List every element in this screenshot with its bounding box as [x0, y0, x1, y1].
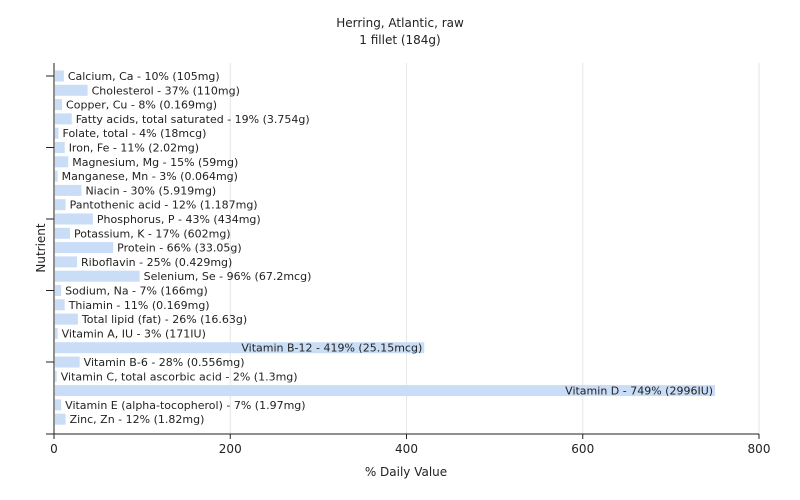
x-axis-label: % Daily Value	[365, 465, 447, 479]
bar-15	[55, 285, 62, 296]
bar-18	[55, 327, 58, 339]
axes: 0 200 400 600 800	[46, 63, 770, 456]
bar-3	[55, 113, 72, 125]
bar-label-12: Protein - 66% (33.05g)	[117, 242, 242, 255]
bar-label-9: Pantothenic acid - 12% (1.187mg)	[70, 199, 258, 212]
x-tick-label-1: 200	[219, 442, 242, 456]
bar-16	[55, 299, 65, 311]
bar-11	[55, 227, 70, 239]
bar-4	[55, 127, 59, 139]
chart-subtitle: 1 fillet (184g)	[359, 33, 440, 47]
bar-label-18: Vitamin A, IU - 3% (171IU)	[62, 327, 206, 340]
bar-label-5: Iron, Fe - 11% (2.02mg)	[69, 142, 199, 155]
bars: Calcium, Ca - 10% (105mg)Cholesterol - 3…	[55, 70, 716, 426]
bar-6	[55, 156, 69, 168]
x-tick-label-2: 400	[395, 442, 418, 456]
bar-5	[55, 142, 65, 153]
bar-label-15: Sodium, Na - 7% (166mg)	[65, 285, 208, 298]
bar-1	[55, 84, 88, 96]
bar-23	[55, 399, 62, 411]
bar-14	[55, 270, 140, 282]
bar-label-6: Magnesium, Mg - 15% (59mg)	[72, 156, 238, 169]
bar-0	[55, 70, 64, 82]
bar-12	[55, 242, 114, 254]
bar-label-4: Folate, total - 4% (18mcg)	[63, 127, 207, 140]
bar-label-23: Vitamin E (alpha-tocopherol) - 7% (1.97m…	[65, 399, 305, 412]
bar-24	[55, 413, 66, 425]
bar-19	[55, 342, 425, 354]
bar-label-0: Calcium, Ca - 10% (105mg)	[68, 70, 220, 83]
y-axis-label: Nutrient	[34, 223, 48, 273]
bar-label-3: Fatty acids, total saturated - 19% (3.75…	[76, 113, 310, 126]
x-tick-label-0: 0	[50, 442, 58, 456]
bar-label-13: Riboflavin - 25% (0.429mg)	[81, 256, 232, 269]
bar-label-16: Thiamin - 11% (0.169mg)	[68, 299, 210, 312]
bar-label-11: Potassium, K - 17% (602mg)	[74, 227, 231, 240]
bar-label-7: Manganese, Mn - 3% (0.064mg)	[62, 170, 238, 183]
bar-9	[55, 199, 66, 211]
bar-8	[55, 184, 82, 196]
bar-20	[55, 356, 80, 368]
bar-label-21: Vitamin C, total ascorbic acid - 2% (1.3…	[61, 370, 298, 383]
bar-13	[55, 256, 78, 268]
gridlines	[229, 63, 760, 434]
bar-label-24: Zinc, Zn - 12% (1.82mg)	[70, 413, 205, 426]
bar-17	[55, 313, 78, 325]
bar-label-22: Vitamin D - 749% (2996IU)	[565, 385, 713, 398]
x-tick-label-3: 600	[571, 442, 594, 456]
bar-21	[55, 370, 57, 382]
x-tick-label-4: 800	[748, 442, 771, 456]
bar-label-10: Phosphorus, P - 43% (434mg)	[97, 213, 261, 226]
bar-2	[55, 99, 63, 111]
chart-title: Herring, Atlantic, raw	[336, 16, 464, 30]
bar-10	[55, 213, 93, 225]
bar-7	[55, 170, 58, 182]
bar-label-20: Vitamin B-6 - 28% (0.556mg)	[84, 356, 245, 369]
bar-label-14: Selenium, Se - 96% (67.2mcg)	[144, 270, 312, 283]
bar-label-8: Niacin - 30% (5.919mg)	[85, 184, 216, 197]
bar-label-17: Total lipid (fat) - 26% (16.63g)	[81, 313, 247, 326]
bar-22	[55, 385, 716, 397]
bar-label-2: Copper, Cu - 8% (0.169mg)	[66, 99, 217, 112]
bar-label-1: Cholesterol - 37% (110mg)	[92, 84, 240, 97]
bar-label-19: Vitamin B-12 - 419% (25.15mcg)	[241, 342, 422, 355]
